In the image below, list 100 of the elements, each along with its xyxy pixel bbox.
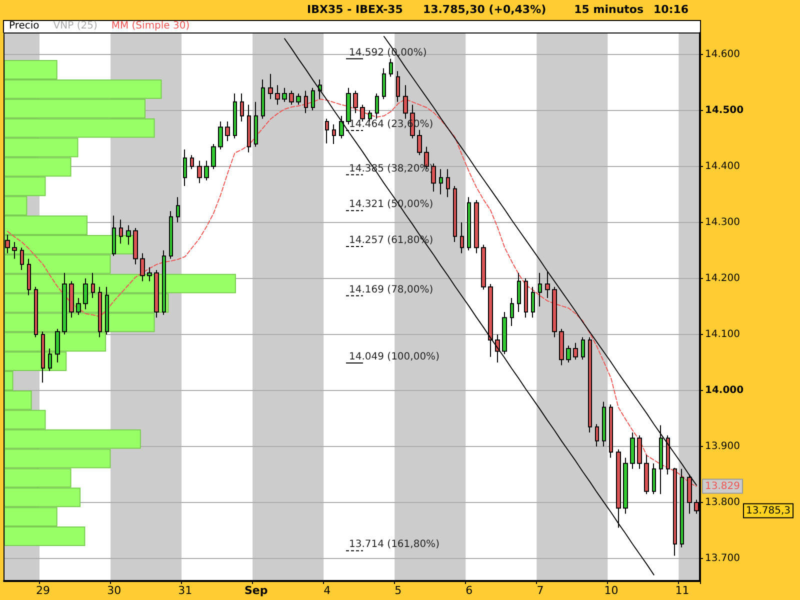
candlestick bbox=[417, 129, 422, 156]
y-tick-label: 14.600 bbox=[705, 48, 740, 60]
candlestick bbox=[133, 227, 138, 265]
text: 13.785,3 bbox=[746, 505, 791, 516]
text: 15 minutos bbox=[574, 3, 644, 16]
x-tick-label: 29 bbox=[36, 584, 50, 597]
candlestick bbox=[531, 286, 535, 318]
candlestick bbox=[176, 196, 180, 223]
x-tick-label: 6 bbox=[466, 584, 473, 597]
candlestick bbox=[346, 87, 351, 125]
candlestick bbox=[623, 457, 628, 514]
chart-subtitle: 13.785,30 (+0,43%) bbox=[422, 3, 546, 16]
x-tick-label: 31 bbox=[178, 584, 192, 597]
candlestick bbox=[538, 272, 542, 307]
candlestick bbox=[602, 401, 606, 448]
x-tick-label: 11 bbox=[675, 584, 690, 597]
chart-title: IBX35 - IBEX-35 bbox=[307, 3, 403, 16]
y-tick-label: 13.700 bbox=[705, 553, 740, 564]
ref-line-label: 14.049 (100,00%) bbox=[349, 352, 440, 363]
legend-label: Precio bbox=[9, 20, 40, 32]
candlestick bbox=[247, 104, 251, 153]
candlestick bbox=[517, 272, 521, 313]
candlestick bbox=[282, 87, 287, 102]
candlestick bbox=[680, 468, 684, 548]
candlestick bbox=[211, 143, 216, 170]
candlestick bbox=[261, 79, 265, 120]
candlestick bbox=[389, 58, 393, 78]
candlestick bbox=[609, 404, 613, 458]
x-tick-label: 4 bbox=[324, 584, 331, 597]
candlestick bbox=[332, 124, 336, 144]
y-tick-label: 14.200 bbox=[705, 272, 740, 284]
candlestick bbox=[616, 448, 621, 528]
candlestick bbox=[169, 210, 173, 260]
candlestick bbox=[353, 90, 358, 114]
candlestick bbox=[396, 70, 400, 102]
candlestick bbox=[382, 68, 386, 100]
candlestick bbox=[240, 93, 244, 122]
ref-line-label: 14.169 (78,00%) bbox=[349, 284, 434, 296]
data-label: 13.829 bbox=[705, 480, 740, 492]
candlestick bbox=[431, 163, 436, 192]
candlestick bbox=[375, 93, 379, 120]
candlestick bbox=[453, 185, 457, 242]
candlestick bbox=[630, 432, 635, 470]
x-tick-label: Sep bbox=[244, 584, 268, 597]
candlestick bbox=[296, 93, 301, 106]
y-tick-label: 14.400 bbox=[705, 160, 740, 172]
candlestick bbox=[581, 336, 585, 360]
candlestick bbox=[403, 84, 408, 120]
x-tick-label: 30 bbox=[107, 584, 122, 597]
candlestick bbox=[204, 160, 209, 181]
candlestick bbox=[254, 101, 258, 148]
candlestick bbox=[190, 154, 194, 170]
y-tick-label: 13.900 bbox=[705, 441, 740, 452]
candlestick bbox=[183, 149, 187, 186]
candlestick bbox=[474, 199, 479, 254]
ref-line-label: 13.714 (161,80%) bbox=[349, 539, 440, 550]
candlestick bbox=[225, 121, 230, 142]
candlestick bbox=[325, 118, 329, 144]
candlestick bbox=[595, 424, 599, 448]
candlestick bbox=[502, 312, 507, 355]
y-tick-label: 14.000 bbox=[705, 384, 744, 396]
candlestick bbox=[652, 462, 656, 495]
candlestick bbox=[488, 284, 493, 358]
y-tick-label: 14.500 bbox=[705, 104, 744, 116]
x-tick-label: 10 bbox=[604, 584, 618, 597]
line-series bbox=[7, 98, 697, 487]
candlestick bbox=[644, 454, 649, 495]
text: VNP (25) bbox=[53, 20, 98, 32]
candlestick bbox=[311, 87, 315, 111]
line-series bbox=[284, 38, 654, 576]
candlestick bbox=[233, 93, 237, 139]
y-tick-label: 14.300 bbox=[705, 216, 740, 228]
candlestick bbox=[140, 252, 145, 282]
candlestick bbox=[545, 271, 550, 299]
candlestick bbox=[552, 286, 557, 338]
candlestick bbox=[197, 160, 202, 184]
candlestick bbox=[439, 168, 443, 195]
candlestick bbox=[467, 196, 471, 251]
text: 10:16 bbox=[654, 3, 689, 16]
x-tick-label: 7 bbox=[536, 584, 544, 597]
candlestick bbox=[637, 434, 642, 470]
y-tick-label: 13.800 bbox=[705, 497, 740, 508]
y-tick-label: 14.100 bbox=[705, 328, 740, 340]
candlestick bbox=[588, 336, 592, 434]
candlestick bbox=[559, 328, 564, 366]
candlestick bbox=[566, 345, 571, 363]
candlestick bbox=[460, 222, 464, 254]
candlestick bbox=[275, 84, 280, 106]
candlestick bbox=[446, 168, 450, 198]
candlestick bbox=[268, 73, 273, 100]
candlestick bbox=[304, 90, 308, 114]
candlestick bbox=[218, 121, 223, 150]
candlestick bbox=[666, 434, 670, 476]
x-tick-label: 5 bbox=[394, 584, 402, 597]
candlestick bbox=[510, 298, 514, 327]
candlestick bbox=[339, 115, 344, 139]
candlestick bbox=[673, 467, 677, 556]
candlestick bbox=[289, 90, 294, 106]
text: MM (Simple 30) bbox=[111, 20, 190, 32]
candlestick bbox=[573, 342, 578, 360]
